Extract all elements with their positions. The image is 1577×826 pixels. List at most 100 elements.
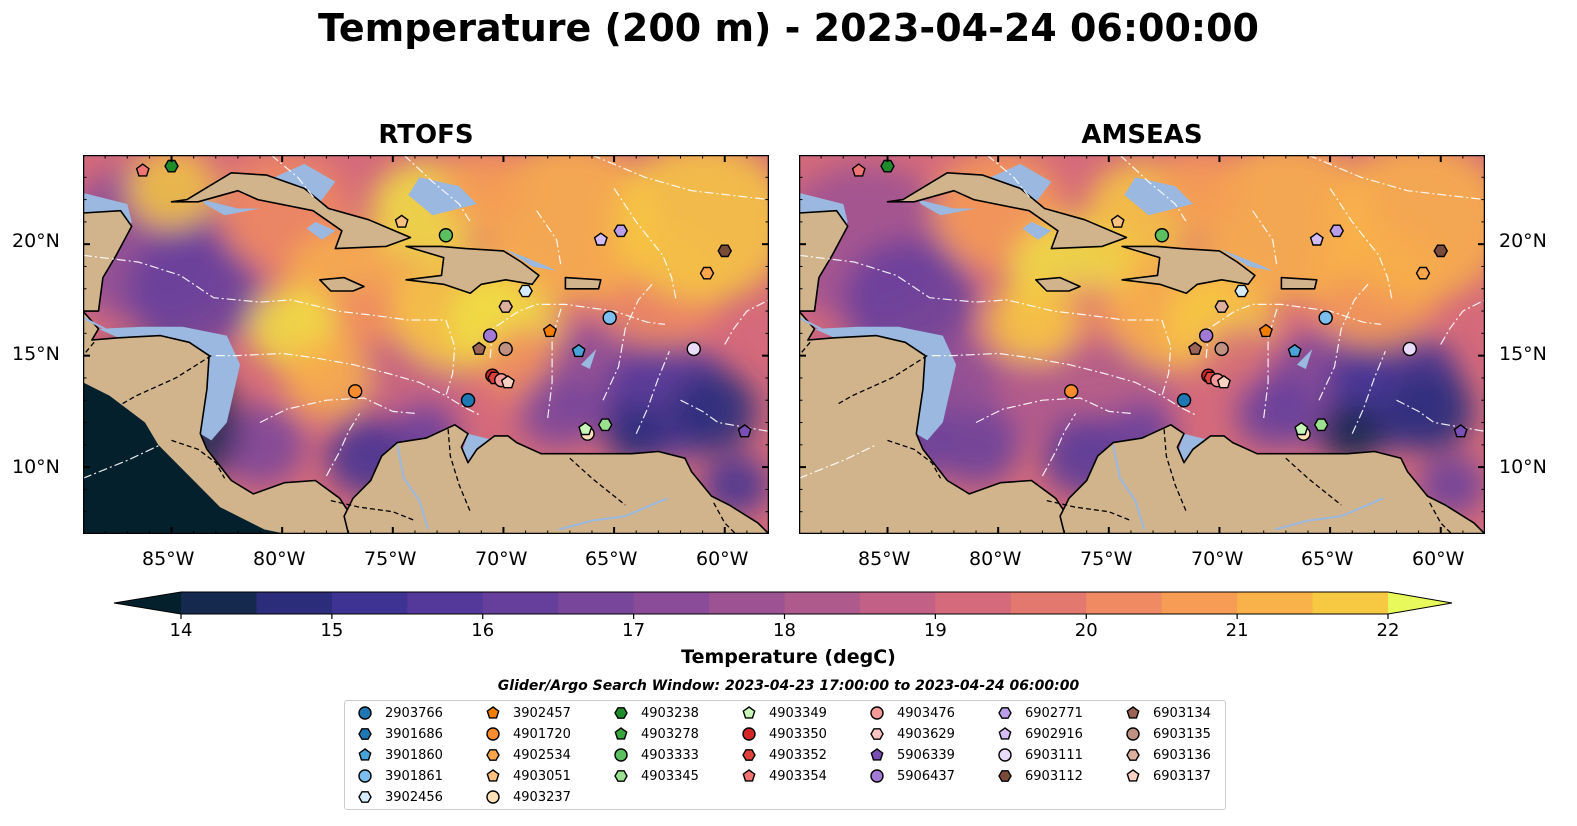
float-marker-4903354[interactable] <box>851 163 866 177</box>
colorbar-tick-label: 21 <box>1226 620 1249 641</box>
float-marker-6903111[interactable] <box>686 341 701 357</box>
colorbar-over-arrow <box>1388 592 1452 614</box>
float-marker-5906437[interactable] <box>482 328 498 343</box>
float-marker-6903136[interactable] <box>498 300 514 313</box>
eez-boundary <box>325 413 361 477</box>
legend-marker-3901861 <box>358 769 372 783</box>
float-marker-3901860[interactable] <box>571 343 586 358</box>
float-marker-3902457[interactable] <box>542 323 557 338</box>
legend-label: 5906437 <box>897 768 955 784</box>
colorbar-bin <box>633 592 710 614</box>
pentagon-marker-icon <box>486 769 500 782</box>
float-marker-6902771[interactable] <box>1329 224 1345 238</box>
legend-item: 4903237 <box>483 787 571 807</box>
colorbar-tick-label: 19 <box>924 620 947 641</box>
float-marker-4903333[interactable] <box>1154 228 1170 243</box>
float-marker-4902534[interactable] <box>1415 266 1431 280</box>
country-border <box>120 355 212 406</box>
legend-marker-4902534 <box>486 749 500 761</box>
float-marker-3902457[interactable] <box>1258 323 1273 338</box>
land-mass <box>170 171 412 250</box>
float-marker-4903354[interactable] <box>135 163 150 177</box>
float-marker-3901860[interactable] <box>1287 343 1302 358</box>
legend-item: 4903333 <box>611 745 699 765</box>
float-marker-3901861[interactable] <box>1318 310 1333 325</box>
lon-label-65w-left: 65°W <box>585 548 638 570</box>
float-marker-4901720[interactable] <box>1063 384 1079 399</box>
legend-item: 5906339 <box>867 745 955 765</box>
float-marker-5906339[interactable] <box>1453 424 1468 438</box>
float-marker-4901720[interactable] <box>347 384 363 399</box>
float-marker-5906339[interactable] <box>737 424 752 438</box>
legend-item: 4903352 <box>739 745 827 765</box>
shallow-shelf <box>306 221 336 240</box>
land-mass <box>1035 276 1081 292</box>
legend-item: 3901861 <box>355 766 443 786</box>
float-marker-6903134[interactable] <box>472 341 487 355</box>
country-border <box>83 341 95 357</box>
colorbar-tick-label: 15 <box>320 620 343 641</box>
float-marker-4903345[interactable] <box>1313 418 1329 432</box>
colorbar-bin <box>784 592 861 614</box>
float-marker-4903051[interactable] <box>394 214 409 228</box>
float-marker-4903051[interactable] <box>1110 214 1125 228</box>
float-marker-4903333[interactable] <box>438 228 454 243</box>
shallow-shelf <box>1296 349 1313 369</box>
legend-label: 4903629 <box>897 726 955 742</box>
float-marker-6903137[interactable] <box>1216 375 1231 389</box>
circle-marker-icon <box>358 769 372 783</box>
float-marker-3902456[interactable] <box>518 284 533 298</box>
legend-marker-4903476 <box>870 706 884 720</box>
eez-boundary <box>1307 155 1485 201</box>
float-marker-6902916[interactable] <box>593 232 608 246</box>
lon-label-70w-left: 70°W <box>475 548 528 570</box>
float-marker-4903345[interactable] <box>597 418 613 432</box>
float-marker-6902916[interactable] <box>1309 232 1324 246</box>
float-marker-4903349[interactable] <box>1294 421 1309 436</box>
circle-marker-icon <box>358 706 372 720</box>
legend-marker-6903112 <box>998 770 1012 782</box>
country-border <box>1046 499 1132 522</box>
float-marker-4903349[interactable] <box>578 421 593 436</box>
amseas-map[interactable] <box>799 155 1485 534</box>
float-marker-2903766[interactable] <box>1176 393 1192 408</box>
legend-item: 4902534 <box>483 745 571 765</box>
legend-label: 6903136 <box>1153 747 1211 763</box>
float-marker-6902771[interactable] <box>613 224 629 238</box>
float-marker-2903766[interactable] <box>460 393 476 408</box>
float-marker-6903137[interactable] <box>500 375 515 389</box>
eez-boundary <box>489 303 666 358</box>
colorbar-bin <box>1237 592 1314 614</box>
legend-item: 4903354 <box>739 766 827 786</box>
legend-marker-4903237 <box>486 790 500 804</box>
legend-item: 4903349 <box>739 703 827 723</box>
colorbar-bin <box>1010 592 1087 614</box>
float-marker-4902534[interactable] <box>699 266 715 280</box>
legend-label: 6902771 <box>1025 705 1083 721</box>
float-marker-6903136[interactable] <box>1214 300 1230 313</box>
legend-label: 4903349 <box>769 705 827 721</box>
float-marker-6903135[interactable] <box>498 341 513 357</box>
float-marker-6903112[interactable] <box>717 244 733 258</box>
legend-label: 6903135 <box>1153 726 1211 742</box>
float-marker-6903111[interactable] <box>1402 341 1417 357</box>
float-marker-4903238[interactable] <box>880 159 895 173</box>
hexagon-marker-icon <box>998 707 1012 719</box>
float-marker-4903238[interactable] <box>164 159 179 173</box>
land-mass <box>1121 245 1256 294</box>
float-marker-3901861[interactable] <box>602 310 617 325</box>
eez-boundary <box>1041 413 1077 477</box>
float-marker-6903135[interactable] <box>1214 341 1229 357</box>
land-mass <box>886 171 1128 250</box>
circle-marker-icon <box>1126 727 1140 741</box>
rtofs-map[interactable] <box>83 155 769 534</box>
float-marker-6903112[interactable] <box>1433 244 1449 258</box>
float-marker-3902456[interactable] <box>1234 284 1249 298</box>
lon-label-70w-right: 70°W <box>1191 548 1244 570</box>
hexagon-marker-icon <box>742 749 756 761</box>
float-marker-5906437[interactable] <box>1198 328 1214 343</box>
colorbar-bin <box>558 592 635 614</box>
circle-marker-icon <box>870 769 884 783</box>
float-marker-6903134[interactable] <box>1188 341 1203 355</box>
legend-label: 2903766 <box>385 705 443 721</box>
